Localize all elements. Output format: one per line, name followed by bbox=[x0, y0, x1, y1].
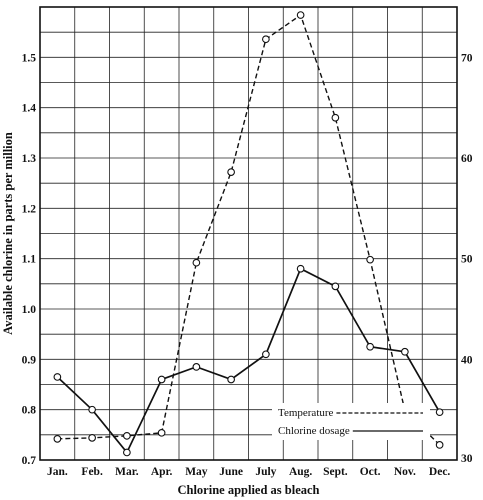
temperature-point bbox=[262, 35, 270, 44]
y-axis-title: Available chlorine in parts per million bbox=[1, 132, 15, 335]
y-tick-label: 1.4 bbox=[22, 103, 37, 115]
chlorine-dosage-line bbox=[56, 267, 441, 455]
y-tick-label: 1.3 bbox=[22, 153, 37, 165]
temperature-line bbox=[57, 13, 441, 446]
chlorine-dosage-point bbox=[123, 448, 131, 457]
temperature-point bbox=[53, 435, 62, 443]
temperature-point bbox=[435, 441, 444, 449]
y-axis-left-ticks: 0.7 0.8 0.9 1.0 1.1 1.2 1.3 1.4 1.5 bbox=[22, 52, 37, 467]
temperature-point bbox=[88, 434, 96, 442]
temperature-point bbox=[123, 431, 131, 440]
x-tick-label: July bbox=[255, 466, 276, 478]
legend: Temperature Chlorine dosage bbox=[272, 403, 430, 440]
temperature-point bbox=[331, 113, 340, 122]
x-tick-label: May bbox=[185, 466, 208, 478]
temperature-point bbox=[192, 258, 201, 267]
x-tick-label: Nov. bbox=[394, 466, 416, 478]
temperature-point bbox=[227, 168, 235, 176]
y-tick-label: 1.5 bbox=[22, 52, 37, 64]
temperature-point bbox=[157, 428, 166, 437]
y2-tick-label: 60 bbox=[461, 153, 473, 165]
y2-tick-label: 50 bbox=[461, 254, 473, 266]
legend-entry-label: Temperature bbox=[278, 407, 334, 419]
chlorine-dosage-point bbox=[262, 350, 270, 359]
chlorine-dosage-point bbox=[227, 375, 235, 384]
y2-tick-label: 40 bbox=[461, 354, 473, 366]
x-tick-label: Mar. bbox=[115, 466, 139, 478]
y-axis-right-ticks: 30 40 50 60 70 bbox=[461, 52, 473, 465]
x-tick-label: Jan. bbox=[47, 466, 68, 478]
chlorine-dosage-point bbox=[401, 347, 409, 356]
y2-tick-label: 70 bbox=[461, 52, 473, 64]
chlorine-dosage-point bbox=[157, 375, 166, 384]
chlorine-dosage-point bbox=[192, 363, 201, 371]
y-tick-label: 1.0 bbox=[22, 304, 37, 316]
chlorine-dosage-point bbox=[296, 264, 305, 273]
chlorine-dosage-point bbox=[53, 373, 62, 381]
x-tick-label: Sept. bbox=[323, 466, 348, 478]
y-tick-label: 1.1 bbox=[22, 254, 37, 266]
chlorine-dosage-point bbox=[435, 408, 444, 417]
legend-entry-label: Chlorine dosage bbox=[278, 425, 350, 437]
y-tick-label: 0.7 bbox=[22, 455, 37, 467]
x-tick-label: Oct. bbox=[360, 466, 381, 478]
chlorine-dosage-point bbox=[88, 405, 96, 414]
temperature-point bbox=[296, 11, 305, 19]
y-tick-label: 0.8 bbox=[22, 405, 37, 417]
x-axis-ticks: Jan. Feb. Mar. Apr. May June July Aug. Sept. Oct.… bbox=[47, 466, 450, 478]
x-tick-label: Apr. bbox=[151, 466, 173, 478]
chlorine-dosage-point bbox=[331, 282, 340, 291]
x-tick-label: Aug. bbox=[289, 466, 312, 478]
legend-background bbox=[272, 403, 430, 440]
x-axis-title: Chlorine applied as bleach bbox=[177, 483, 319, 497]
temperature-point bbox=[366, 255, 374, 264]
grid-lines bbox=[40, 7, 457, 460]
y2-tick-label: 30 bbox=[461, 453, 473, 465]
x-tick-label: Dec. bbox=[429, 466, 451, 478]
plot-frame bbox=[39, 6, 458, 461]
y-tick-label: 0.9 bbox=[22, 354, 37, 366]
chlorine-dosage-point bbox=[366, 342, 374, 351]
y-tick-label: 1.2 bbox=[22, 203, 37, 215]
x-tick-label: June bbox=[219, 466, 243, 478]
x-tick-label: Feb. bbox=[81, 466, 103, 478]
